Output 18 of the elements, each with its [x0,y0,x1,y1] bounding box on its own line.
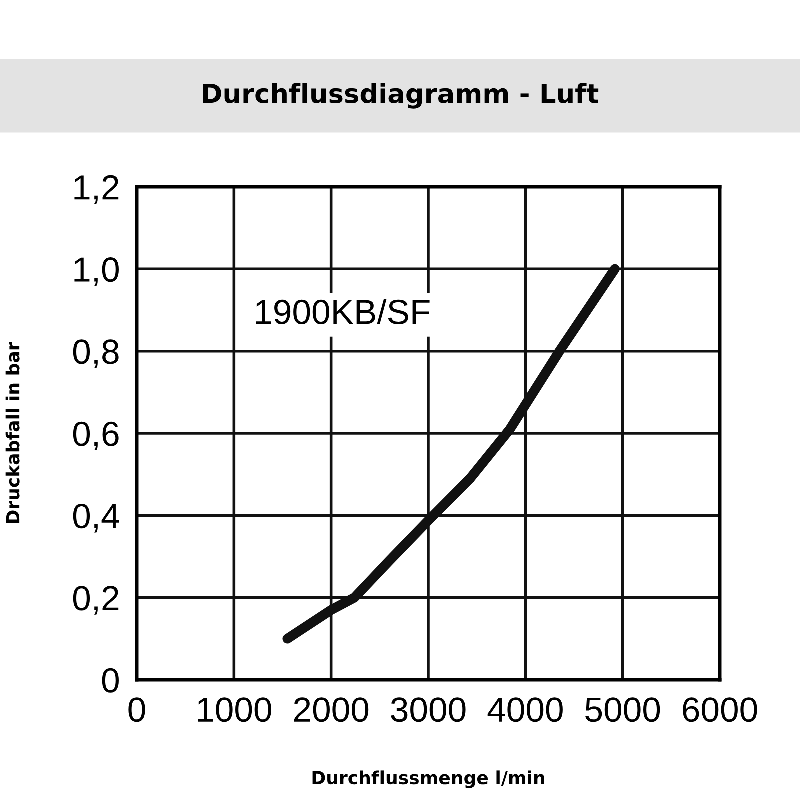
y-tick-label: 1,2 [74,175,119,204]
x-tick-label: 4000 [488,698,563,722]
y-tick-label: 0,6 [73,422,119,451]
x-tick-label: 2000 [294,698,369,722]
y-tick-label: 0,8 [73,340,119,368]
y-axis-title: Druckabfall in bar [6,342,20,524]
x-tick-label: 6000 [683,698,758,722]
x-axis-title: Durchflussmenge l/min [312,770,544,788]
y-tick-label: 0 [102,668,119,693]
y-tick-label: 1,0 [74,258,119,286]
annotation: 1900KB/SF [256,298,430,324]
y-tick-label: 0,4 [73,504,120,533]
x-tick-label: 0 [128,698,146,722]
chart-title: Durchflussdiagramm - Luft [203,83,599,109]
y-tick-label: 0,2 [73,586,119,615]
x-tick-label: 1000 [198,698,272,722]
x-tick-label: 5000 [586,698,660,722]
x-tick-label: 3000 [391,698,466,722]
